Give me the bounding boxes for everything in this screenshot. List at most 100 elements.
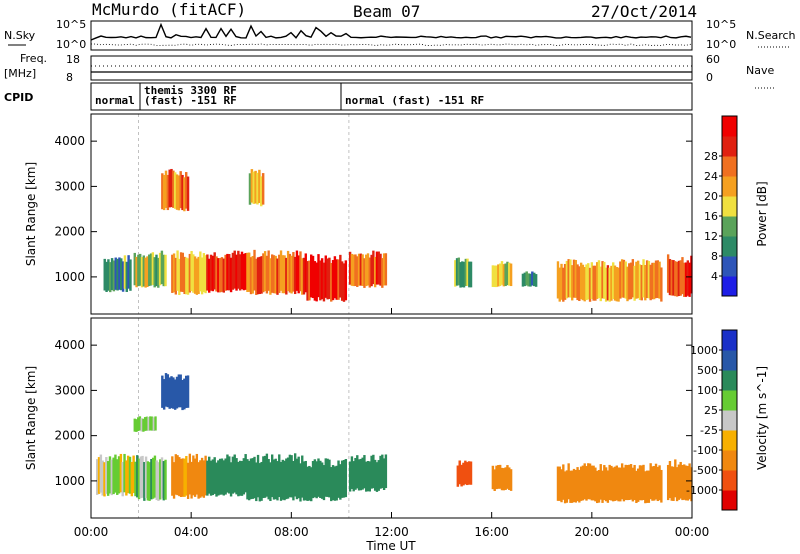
- heatmap-cell: [103, 258, 106, 291]
- heatmap-cell: [352, 461, 355, 492]
- y-tick-label: 2000: [54, 429, 85, 443]
- colorbar-swatch: [722, 450, 737, 471]
- heatmap-cell: [206, 460, 209, 496]
- heatmap-cell: [674, 261, 677, 297]
- heatmap-cell: [592, 465, 595, 501]
- heatmap-cell: [588, 463, 592, 500]
- heatmap-cell: [148, 462, 151, 501]
- heatmap-cell: [679, 461, 682, 499]
- heatmap-cell: [143, 417, 147, 431]
- heatmap-cell: [672, 260, 675, 296]
- heatmap-cell: [660, 469, 663, 503]
- heatmap-cell: [626, 266, 629, 302]
- heatmap-cell: [263, 251, 267, 292]
- heatmap-cell: [579, 466, 583, 501]
- heatmap-cell: [238, 254, 242, 291]
- heatmap-cell: [96, 459, 99, 495]
- heatmap-cell: [357, 459, 361, 491]
- x-tick-label: 08:00: [274, 525, 309, 539]
- heatmap-cell: [556, 261, 560, 299]
- heatmap-cell: [454, 260, 457, 287]
- heatmap-cell: [146, 256, 149, 287]
- heatmap-cell: [279, 250, 283, 291]
- heatmap-cell: [308, 465, 311, 501]
- heatmap-cell: [384, 454, 388, 489]
- heatmap-cell: [563, 471, 567, 504]
- heatmap-cell: [209, 254, 213, 291]
- heatmap-cell: [297, 456, 300, 499]
- heatmap-cell: [493, 265, 496, 288]
- heatmap-cell: [193, 458, 197, 497]
- heatmap-cell: [633, 464, 636, 501]
- colorbar-swatch: [722, 330, 737, 351]
- heatmap-cell: [162, 379, 166, 410]
- colorbar-tick-label: 4: [711, 270, 718, 283]
- heatmap-cell: [133, 418, 136, 432]
- heatmap-cell: [660, 267, 663, 302]
- heatmap-cell: [365, 254, 368, 287]
- heatmap-cell: [184, 375, 188, 408]
- heatmap-cell: [461, 261, 464, 288]
- heatmap-cell: [326, 458, 329, 497]
- heatmap-cell: [464, 258, 467, 286]
- heatmap-cell: [375, 462, 379, 492]
- heatmap-cell: [164, 254, 167, 287]
- heatmap-cell: [151, 457, 155, 499]
- heatmap-cell: [636, 468, 640, 502]
- heatmap-cell: [173, 379, 177, 410]
- heatmap-cell: [260, 176, 263, 207]
- heatmap-cell: [495, 265, 498, 288]
- heatmap-cell: [672, 466, 675, 501]
- heatmap-cell: [253, 456, 256, 499]
- heatmap-cell: [622, 467, 626, 502]
- heatmap-cell: [328, 459, 331, 498]
- freq-right-tick-bottom: 0: [706, 71, 713, 84]
- heatmap-cell: [359, 458, 363, 491]
- heatmap-cell: [560, 469, 563, 503]
- heatmap-cell: [229, 257, 233, 293]
- heatmap-cell: [608, 464, 611, 501]
- heatmap-cell: [246, 459, 249, 500]
- heatmap-cell: [617, 267, 620, 302]
- heatmap-cell: [256, 172, 259, 205]
- colorbar-tick-label: 16: [704, 210, 718, 223]
- heatmap-cell: [508, 467, 511, 490]
- y-tick-label: 3000: [54, 383, 85, 397]
- heatmap-cell: [604, 267, 608, 302]
- heatmap-cell: [340, 460, 344, 498]
- heatmap-cell: [154, 416, 157, 431]
- power-ylabel: Slant Range [km]: [24, 162, 38, 266]
- heatmap-cell: [140, 257, 144, 288]
- colorbar-tick-label: 20: [704, 190, 718, 203]
- heatmap-cell: [231, 252, 235, 290]
- heatmap-cell: [123, 255, 127, 289]
- heatmap-cell: [456, 465, 460, 487]
- heatmap-cell: [670, 466, 673, 501]
- heatmap-cell: [313, 459, 317, 498]
- noise-panel-frame: [90, 20, 693, 51]
- heatmap-cell: [649, 463, 652, 500]
- heatmap-cell: [142, 418, 145, 432]
- heatmap-cell: [576, 264, 579, 301]
- heatmap-cell: [199, 251, 202, 292]
- heatmap-cell: [525, 271, 528, 286]
- heatmap-cell: [590, 262, 594, 299]
- heatmap-cell: [139, 456, 142, 499]
- heatmap-cell: [686, 260, 690, 296]
- heatmap-cell: [574, 259, 577, 298]
- heatmap-cell: [491, 265, 495, 287]
- heatmap-cell: [226, 253, 229, 291]
- heatmap-cell: [250, 169, 254, 203]
- heatmap-cell: [248, 173, 252, 205]
- heatmap-cell: [306, 261, 309, 301]
- heatmap-cell: [146, 461, 150, 501]
- heatmap-cell: [320, 258, 324, 300]
- heatmap-cell: [253, 249, 256, 291]
- heatmap-cell: [183, 256, 186, 295]
- heatmap-cell: [215, 462, 218, 497]
- heatmap-cell: [464, 460, 467, 485]
- heatmap-cell: [658, 261, 661, 299]
- heatmap-cell: [149, 253, 153, 286]
- noise-sky-trace: [90, 22, 692, 41]
- heatmap-cell: [585, 264, 588, 301]
